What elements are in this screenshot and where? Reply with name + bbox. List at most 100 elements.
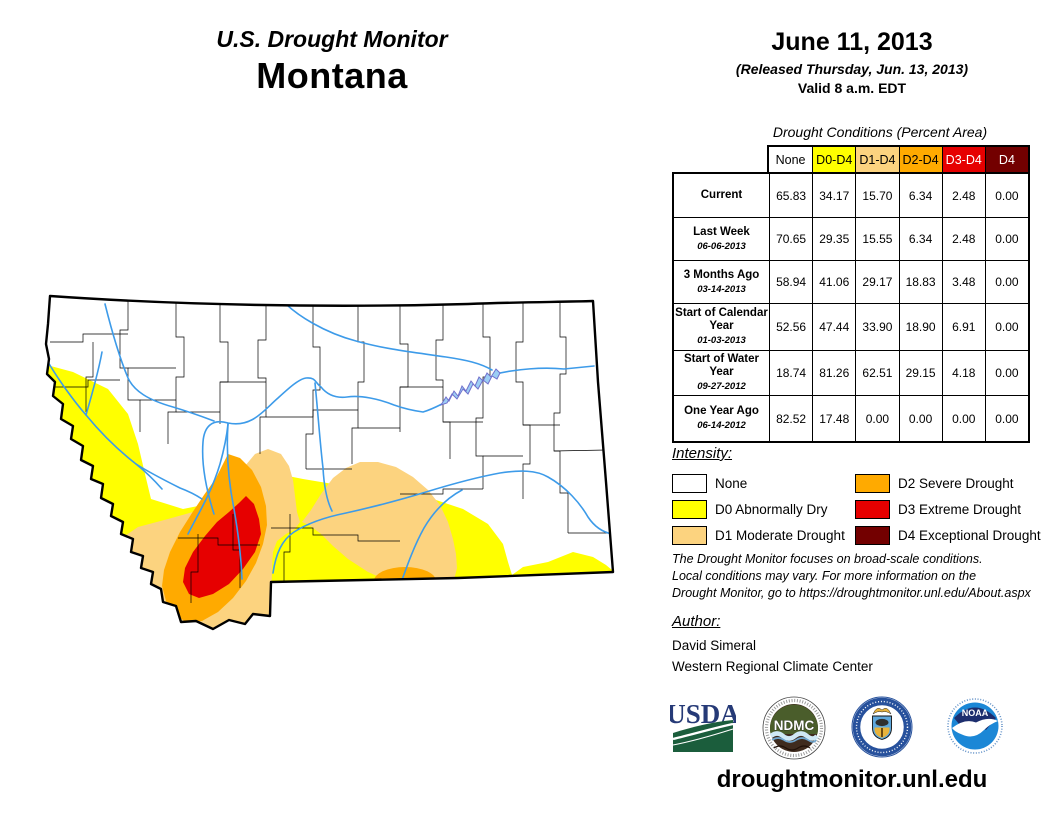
- table-row-label: 3 Months Ago 03-14-2013: [674, 260, 769, 303]
- author-block: Author: David Simeral Western Regional C…: [672, 613, 1032, 674]
- ndmc-river-band: [769, 731, 819, 741]
- rivers: [47, 297, 613, 581]
- table-value: 29.17: [855, 260, 899, 303]
- legend-grid: None D0 Abnormally Dry D1 Moderate Droug…: [672, 470, 1056, 548]
- table-value: 6.91: [941, 303, 985, 350]
- fort-peck-lake: [439, 368, 501, 406]
- table-value: 81.26: [812, 350, 856, 395]
- table-value: 4.18: [941, 350, 985, 395]
- table-value: 0.00: [941, 395, 985, 441]
- table-value: 47.44: [812, 303, 856, 350]
- conditions-table-body: Current 65.83 34.17 15.70 6.34 2.48 0.00…: [672, 172, 1030, 443]
- legend-title: Intensity:: [672, 445, 733, 462]
- valid-time: Valid 8 a.m. EDT: [797, 80, 907, 96]
- report-title: U.S. Drought Monitor: [216, 26, 448, 52]
- disclaimer-text: The Drought Monitor focuses on broad-sca…: [672, 552, 1031, 600]
- author-name: David Simeral: [672, 638, 757, 653]
- table-row-label: Current: [700, 189, 743, 201]
- table-value: 18.90: [898, 303, 942, 350]
- author-organization: Western Regional Climate Center: [672, 659, 873, 674]
- legend-swatch-d1: [672, 525, 707, 545]
- col-d2d4: D2-D4: [898, 147, 942, 172]
- noaa-seagull: [952, 718, 998, 737]
- col-d1d4: D1-D4: [855, 147, 899, 172]
- table-row-label: Start of Water Year 09-27-2012: [674, 350, 769, 395]
- legend-swatch-d4: [855, 525, 890, 545]
- noaa-ring-text: [947, 698, 1003, 754]
- table-value: 0.00: [984, 217, 1028, 260]
- montana-map-svg: [44, 294, 615, 631]
- table-value: 62.51: [855, 350, 899, 395]
- table-value: 33.90: [855, 303, 899, 350]
- legend-item-d0: D0 Abnormally Dry: [672, 496, 855, 522]
- ndmc-logo: NDMC: [762, 696, 826, 760]
- table-value: 0.00: [984, 174, 1028, 217]
- author-heading: Author:: [672, 613, 721, 630]
- table-row-label: Start of Calendar Year 01-03-2013: [674, 303, 769, 350]
- noaa-wordmark: NOAA: [962, 708, 989, 718]
- table-value: 0.00: [984, 350, 1028, 395]
- table-value: 2.48: [941, 217, 985, 260]
- agency-logos: USDA NDMC: [668, 693, 1032, 763]
- date-block: June 11, 2013 (Released Thursday, Jun. 1…: [672, 28, 1032, 96]
- legend-item-d3: D3 Extreme Drought: [855, 496, 1055, 522]
- state-outline: [44, 294, 615, 631]
- conditions-table-title: Drought Conditions (Percent Area): [772, 124, 988, 140]
- conditions-table: None D0-D4 D1-D4 D2-D4 D3-D4 D4 Current …: [672, 145, 1030, 443]
- ndmc-ring-text: [764, 698, 824, 758]
- table-value: 58.94: [769, 260, 813, 303]
- table-value: 70.65: [769, 217, 813, 260]
- table-value: 6.34: [898, 174, 942, 217]
- col-d4: D4: [984, 147, 1028, 172]
- table-value: 0.00: [984, 303, 1028, 350]
- title-block: U.S. Drought Monitor Montana: [120, 26, 544, 97]
- col-none: None: [769, 147, 813, 172]
- table-value: 3.48: [941, 260, 985, 303]
- map-date: June 11, 2013: [771, 28, 933, 56]
- table-value: 0.00: [984, 260, 1028, 303]
- ndmc-green-field: [770, 704, 818, 734]
- col-d0d4: D0-D4: [812, 147, 856, 172]
- noaa-logo: NOAA: [946, 697, 1004, 755]
- region-title: Montana: [256, 55, 408, 96]
- usda-logo: USDA: [670, 699, 736, 752]
- legend-item-d1: D1 Moderate Drought: [672, 522, 855, 548]
- table-value: 18.74: [769, 350, 813, 395]
- legend-item-none: None: [672, 470, 855, 496]
- col-d3d4: D3-D4: [941, 147, 985, 172]
- commerce-seal-logo: [851, 696, 913, 758]
- table-value: 0.00: [984, 395, 1028, 441]
- release-date: (Released Thursday, Jun. 13, 2013): [735, 61, 969, 77]
- conditions-table-header: None D0-D4 D1-D4 D2-D4 D3-D4 D4: [767, 145, 1030, 172]
- table-value: 15.55: [855, 217, 899, 260]
- table-value: 15.70: [855, 174, 898, 217]
- table-value: 29.15: [898, 350, 942, 395]
- table-value: 34.17: [812, 174, 855, 217]
- table-value: 29.35: [812, 217, 856, 260]
- legend-item-d2: D2 Severe Drought: [855, 470, 1055, 496]
- legend-swatch-d3: [855, 499, 890, 519]
- table-value: 18.83: [898, 260, 942, 303]
- table-value: 82.52: [769, 395, 813, 441]
- montana-drought-map: [28, 282, 628, 650]
- table-value: 17.48: [812, 395, 856, 441]
- table-value: 6.34: [898, 217, 942, 260]
- d1-area-central: [302, 462, 457, 581]
- table-value: 0.00: [855, 395, 899, 441]
- table-value: 0.00: [898, 395, 942, 441]
- intensity-legend: Intensity: None D0 Abnormally Dry D1 Mod…: [672, 445, 1056, 548]
- table-value: 41.06: [812, 260, 856, 303]
- table-value: 2.48: [941, 174, 985, 217]
- doc-ring-text: [855, 700, 909, 754]
- table-row-label: One Year Ago 06-14-2012: [674, 395, 769, 441]
- legend-swatch-d0: [672, 499, 707, 519]
- legend-item-d4: D4 Exceptional Drought: [855, 522, 1055, 548]
- doc-ship: [875, 718, 889, 727]
- doc-eagle: [872, 707, 892, 715]
- legend-swatch-d2: [855, 473, 890, 493]
- d3-area: [183, 496, 261, 598]
- table-value: 65.83: [769, 174, 812, 217]
- table-value: 52.56: [769, 303, 813, 350]
- legend-swatch-none: [672, 473, 707, 493]
